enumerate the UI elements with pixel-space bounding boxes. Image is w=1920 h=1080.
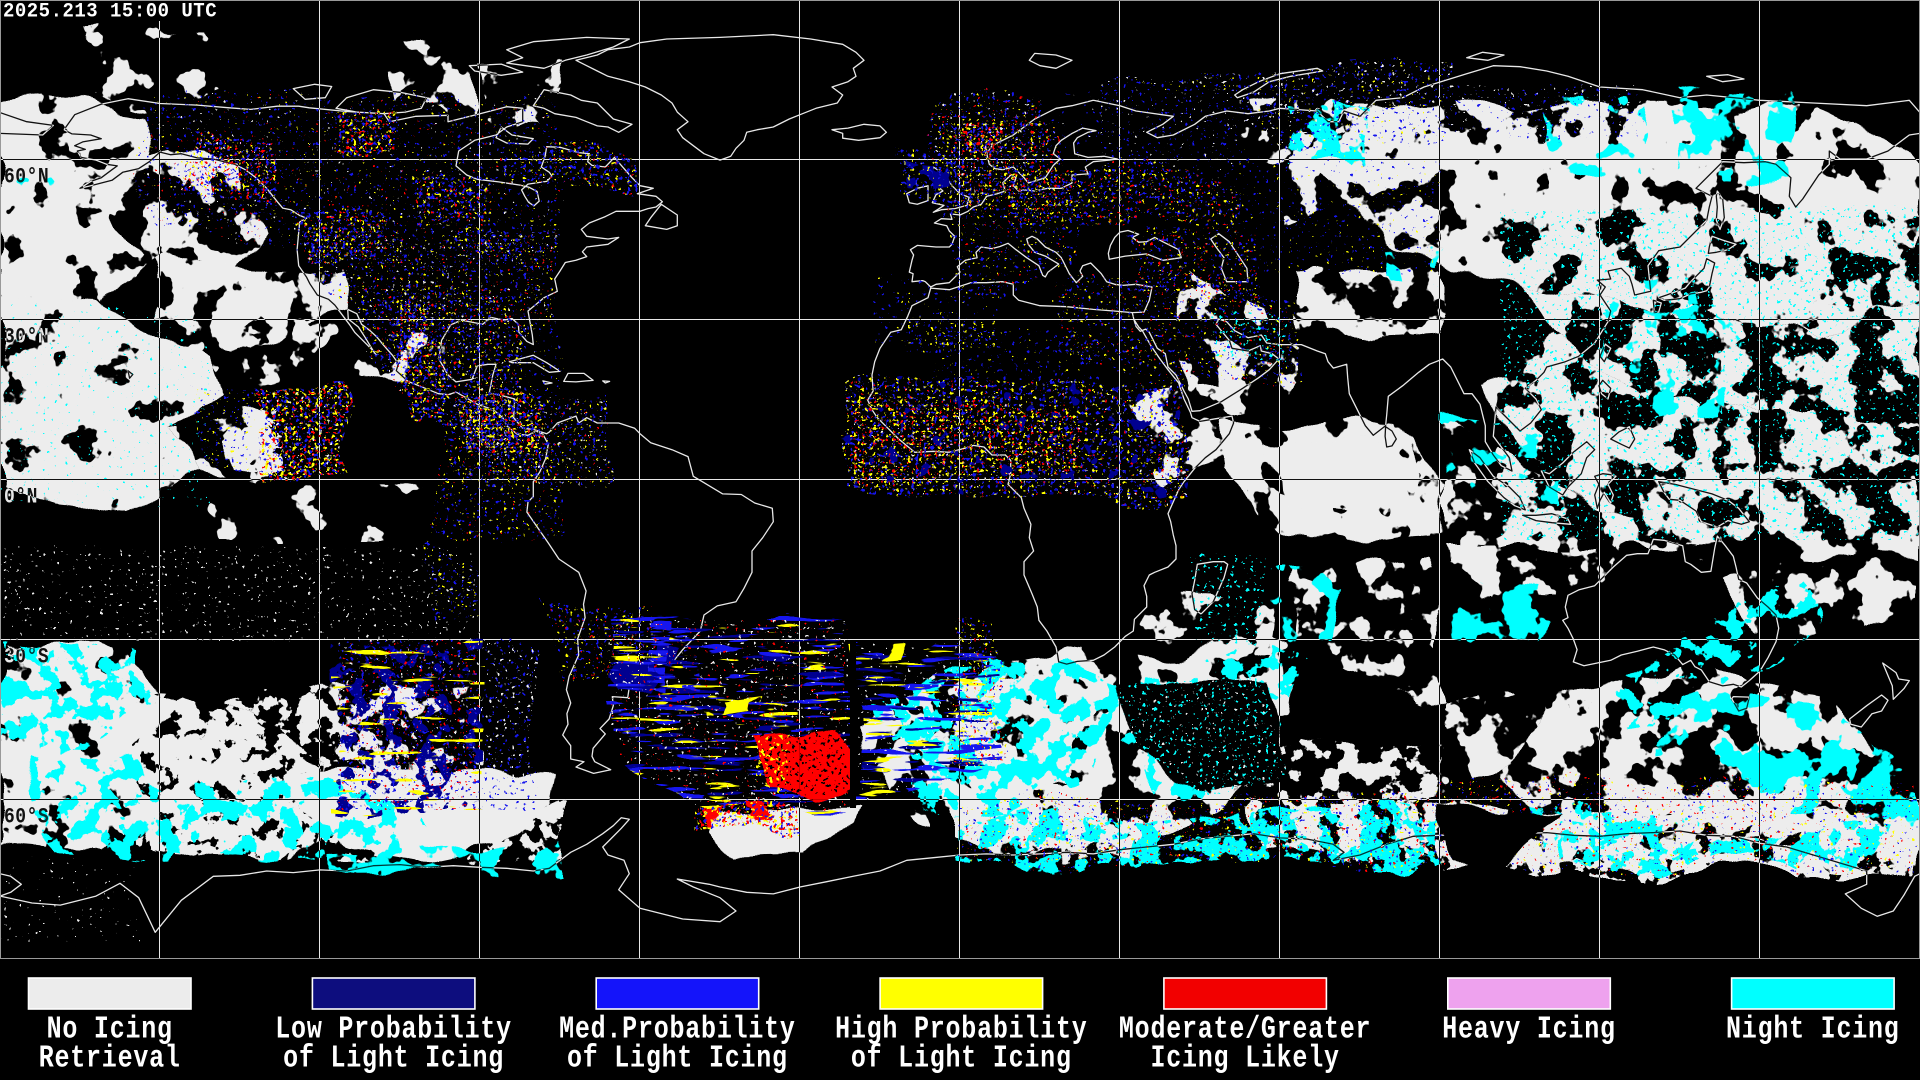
svg-text:No Icing: No Icing xyxy=(47,1011,173,1048)
svg-text:of Light Icing: of Light Icing xyxy=(283,1040,504,1077)
svg-text:Med.Probability: Med.Probability xyxy=(559,1011,796,1048)
svg-text:of Light Icing: of Light Icing xyxy=(851,1040,1072,1077)
svg-text:2025.213 15:00 UTC: 2025.213 15:00 UTC xyxy=(3,0,217,23)
svg-text:Low Probability: Low Probability xyxy=(275,1011,512,1048)
svg-text:Moderate/Greater: Moderate/Greater xyxy=(1119,1011,1371,1048)
svg-text:Heavy Icing: Heavy Icing xyxy=(1442,1011,1616,1048)
svg-text:Night Icing: Night Icing xyxy=(1726,1011,1900,1048)
svg-text:Icing Likely: Icing Likely xyxy=(1150,1040,1339,1077)
svg-text:Retrieval: Retrieval xyxy=(39,1040,181,1077)
svg-text:High Probability: High Probability xyxy=(835,1011,1087,1048)
svg-text:of Light Icing: of Light Icing xyxy=(567,1040,788,1077)
